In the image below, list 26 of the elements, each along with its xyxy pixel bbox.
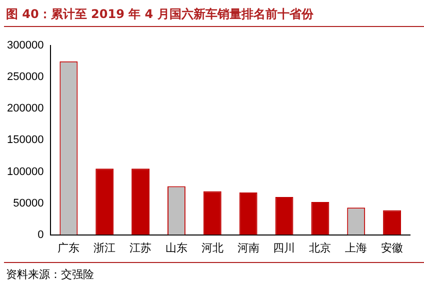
bar [311,202,330,235]
y-tick-label: 100000 [6,166,44,178]
x-tick-label: 河南 [237,241,260,254]
bar [275,196,294,235]
x-tick-label: 北京 [309,241,332,254]
y-tick-label: 0 [38,228,44,241]
bar [132,168,150,235]
y-tick-label: 200000 [6,102,44,115]
y-tick-label: 150000 [6,134,44,146]
x-tick-label: 山东 [165,241,188,254]
x-tick-label: 河北 [201,241,224,254]
y-tick-label: 300000 [6,40,44,52]
y-tick-label: 250000 [6,71,44,84]
text: 资料来源：交强险 [4,262,424,286]
x-tick-label: 上海 [345,241,368,254]
x-tick-label: 浙江 [94,241,116,254]
y-tick-label: 50000 [13,197,44,210]
bar [203,191,222,235]
bar [383,210,402,235]
x-tick-label: 四川 [273,241,296,254]
x-tick-label: 安徽 [381,241,404,254]
chart-title: 图 40：累计至 2019 年 4 月国六新车销量排名前十省份 [4,2,424,27]
bar [239,192,258,235]
bar [96,168,114,235]
x-tick-label: 广东 [58,241,80,254]
x-tick-label: 江苏 [130,241,152,254]
